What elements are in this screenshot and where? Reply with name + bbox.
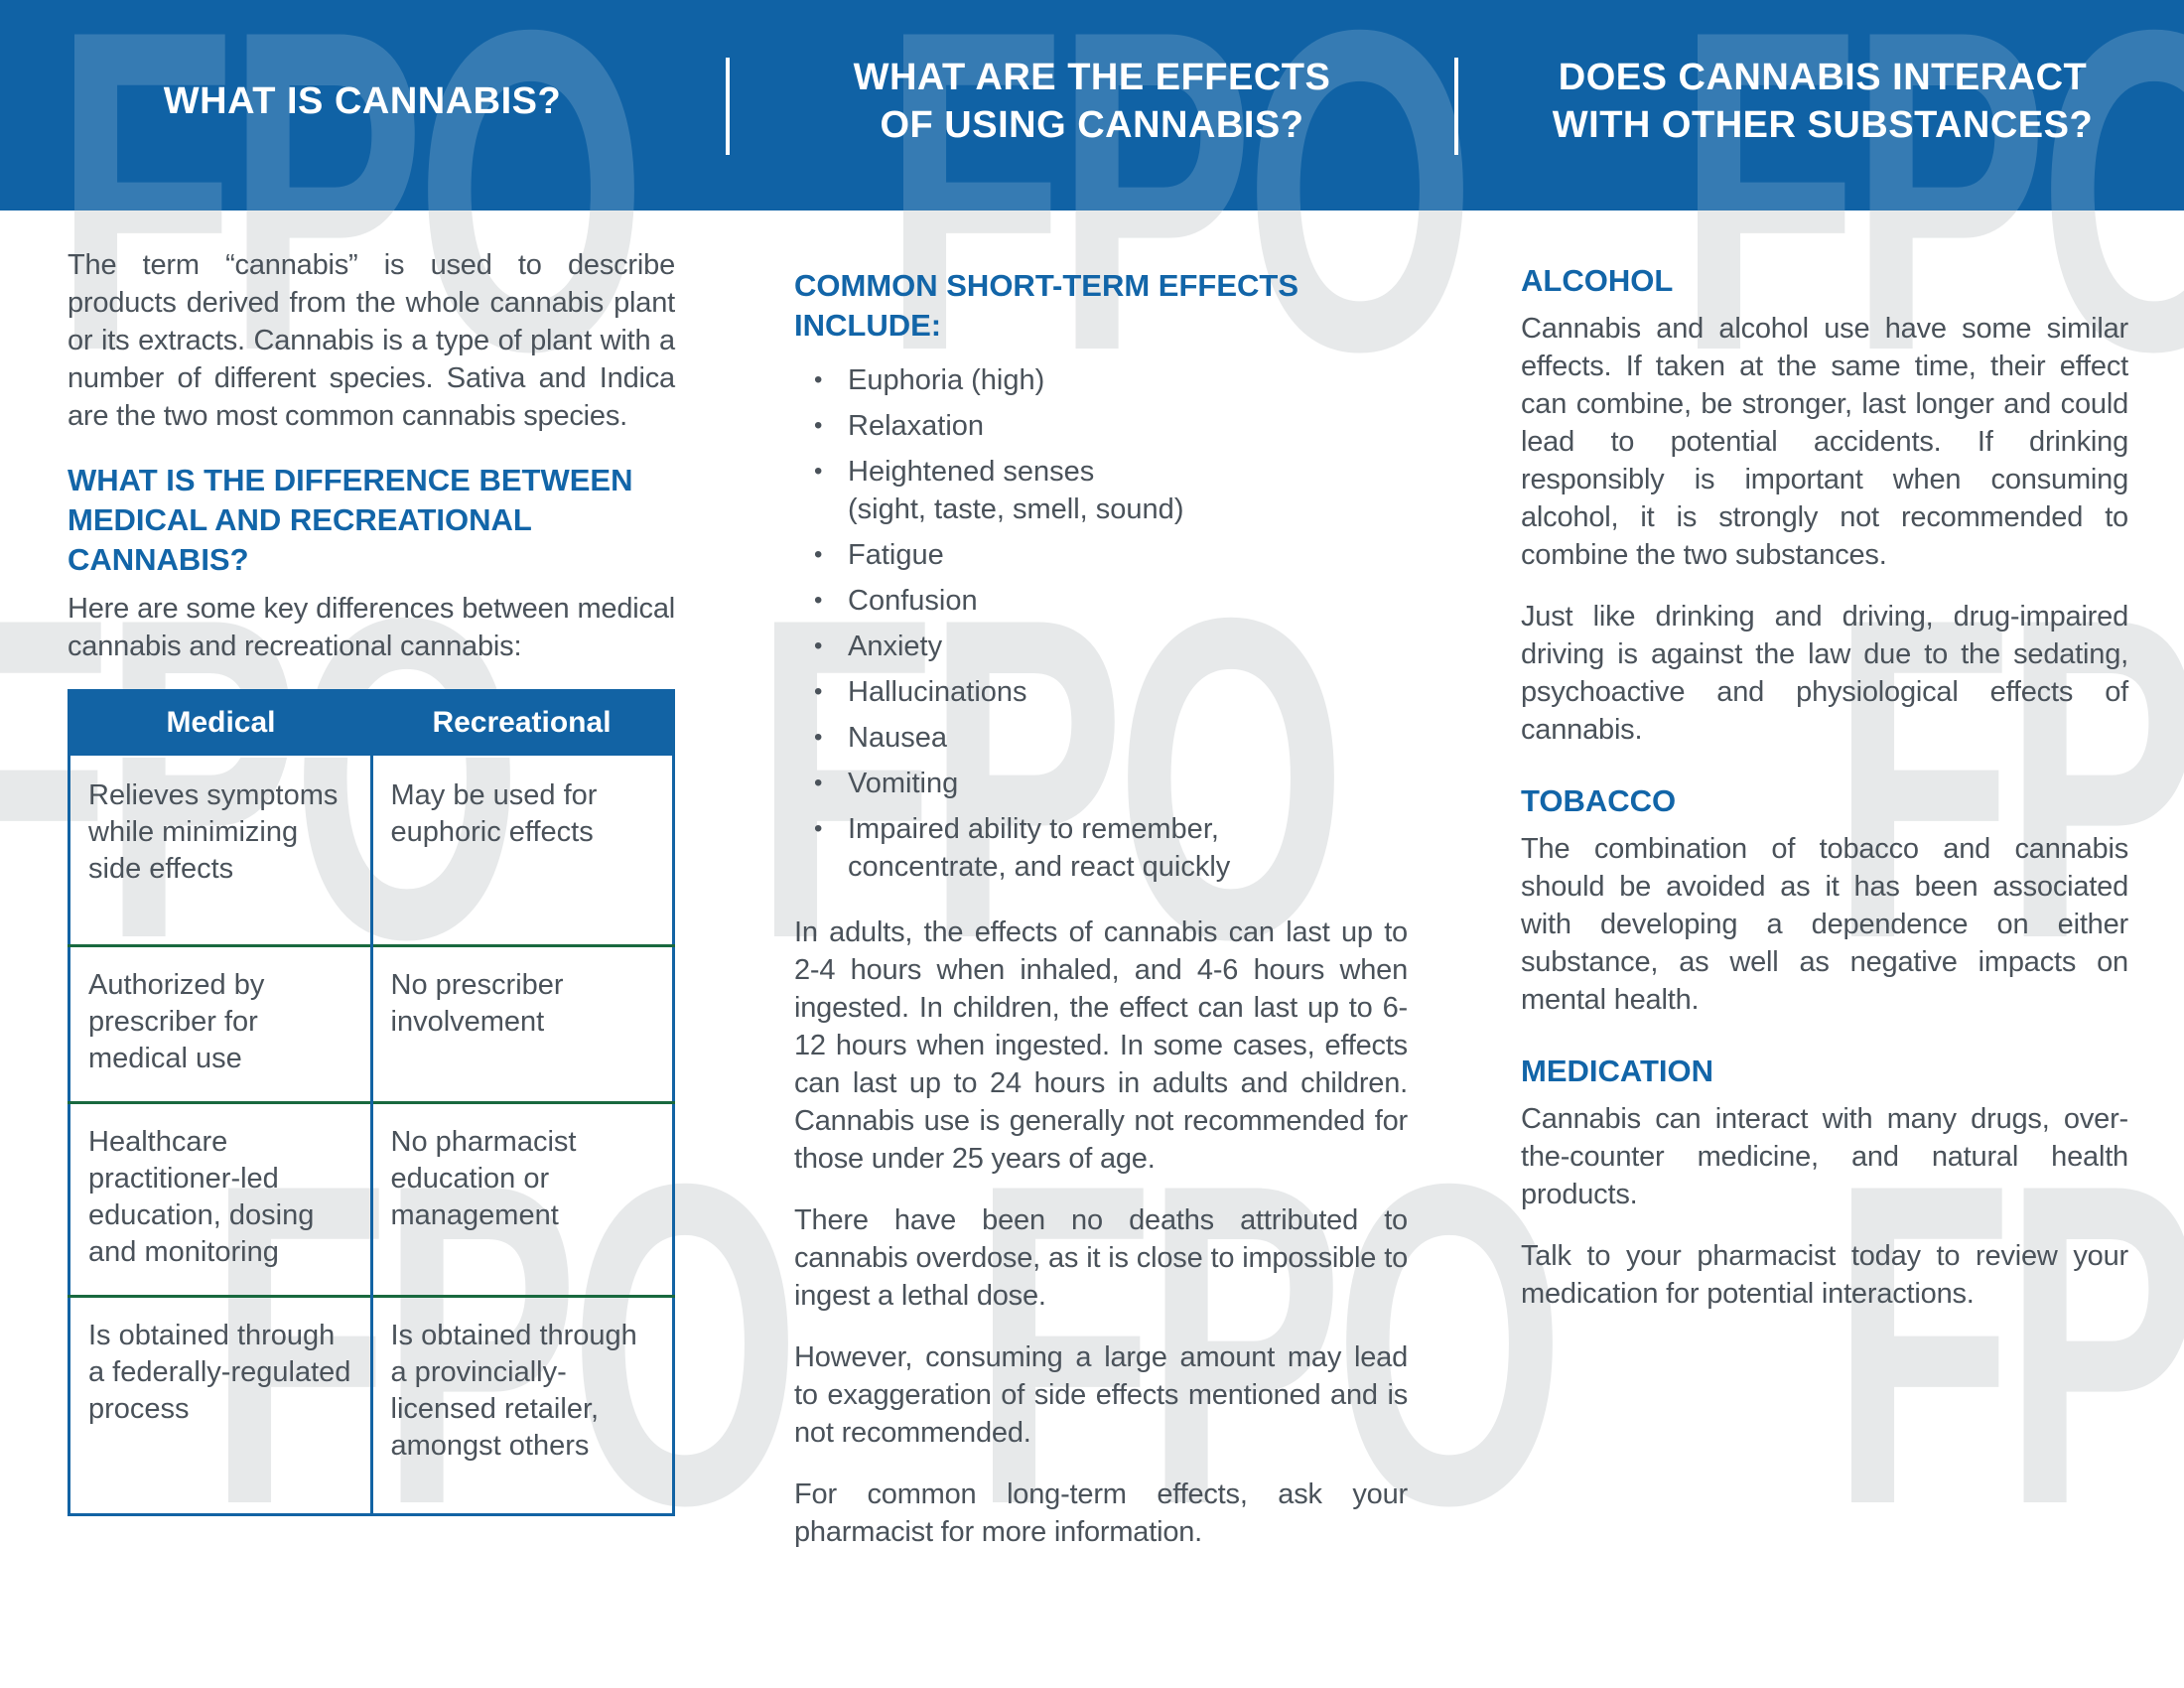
section-paragraph: Cannabis can interact with many drugs, o… [1521,1103,2128,1210]
effect-label: Heightened senses (sight, taste, smell, … [848,456,1184,525]
fpo-watermark: FPO [884,0,1475,211]
table-row: Authorized by prescriber for medical use… [68,943,674,1102]
bullet-icon: • [814,724,823,751]
section-paragraph: Talk to your pharmacist today to review … [1521,1240,2128,1310]
bullet-icon: • [814,412,823,439]
medical-vs-recreational-table: Medical Recreational Relieves symptoms w… [68,689,675,1516]
bullet-icon: • [814,587,823,614]
effect-label: Euphoria (high) [848,364,1045,396]
effect-list-item: • Fatigue [814,536,1408,574]
effect-label: Nausea [848,722,947,754]
panel-title-effects: WHAT ARE THE EFFECTS OF USING CANNABIS? [853,57,1331,146]
effects-paragraph: In adults, the effects of cannabis can l… [794,916,1408,1175]
effect-list-item: • Nausea [814,719,1408,757]
bullet-icon: • [814,633,823,659]
table-row: Relieves symptoms while minimizing side … [69,757,674,945]
table-row: Healthcare practitioner-led education, d… [68,1100,674,1296]
effect-list-item: • Impaired ability to remember, concentra… [814,810,1408,886]
panel-title-what-is-cannabis: WHAT IS CANNABIS? [163,80,562,122]
bullet-icon: • [814,541,823,568]
section-heading: ALCOHOL [1521,263,1674,298]
table-lead-paragraph: Here are some key differences between me… [68,593,675,662]
bullet-icon: • [814,770,823,796]
effect-label: Impaired ability to remember, concentrat… [848,813,1231,883]
bullet-icon: • [814,815,823,842]
effect-list-item: • Hallucinations [814,673,1408,711]
effect-list-item: • Vomiting [814,765,1408,802]
table-cell: No prescriber involvement [369,943,674,1102]
bullet-icon: • [814,458,823,485]
difference-subheading: WHAT IS THE DIFFERENCE BETWEEN MEDICAL A… [68,463,633,577]
bullet-icon: • [814,678,823,705]
band-divider-left [726,58,730,155]
column-what-is-cannabis: The term “cannabis” is used to describe … [68,211,675,1516]
substance-section-alcohol: ALCOHOL Cannabis and alcohol use have som… [1521,262,2128,749]
section-paragraph: Just like drinking and driving, drug-imp… [1521,601,2128,746]
table-cell: Authorized by prescriber for medical use [68,943,371,1102]
table-row: Is obtained through a federally-regulate… [68,1294,674,1514]
table-cell: No pharmacist education or management [369,1100,674,1296]
effect-label: Confusion [848,585,978,617]
substance-section-medication: MEDICATION Cannabis can interact with man… [1521,1053,2128,1313]
table-cell: Relieves symptoms while minimizing side … [88,779,339,885]
table-header-recreational: Recreational [371,690,674,758]
effects-paragraph: For common long-term effects, ask your p… [794,1478,1408,1548]
table-cell: Is obtained through a provincially-licen… [369,1294,674,1514]
effect-label: Anxiety [848,631,943,662]
intro-paragraph: The term “cannabis” is used to describe … [68,249,675,432]
column-interactions: ALCOHOL Cannabis and alcohol use have som… [1521,211,2128,1336]
short-term-effects-subheading: COMMON SHORT-TERM EFFECTS INCLUDE: [794,268,1299,343]
table-header-medical: Medical [68,690,371,758]
band-divider-right [1454,58,1458,155]
effects-paragraph: There have been no deaths attributed to … [794,1204,1408,1312]
effects-paragraph: However, consuming a large amount may le… [794,1341,1408,1449]
table-cell: Healthcare practitioner-led education, d… [68,1100,371,1296]
effect-list-item: • Confusion [814,582,1408,620]
effect-list-item: • Euphoria (high) [814,361,1408,399]
section-heading: TOBACCO [1521,783,1677,818]
short-term-effects-list: • Euphoria (high) • Relaxation • Heightened s… [794,361,1408,886]
table-header-row: Medical Recreational [68,690,674,758]
fpo-watermark: FPO [55,0,646,211]
substance-section-tobacco: TOBACCO The combination of tobacco and ca… [1521,782,2128,1019]
bullet-icon: • [814,366,823,393]
section-paragraph: Cannabis and alcohol use have some simil… [1521,313,2128,571]
header-band: FPO FPO FPO WHAT IS CANNABIS? WHAT ARE THE… [0,0,2184,211]
panel-title-interactions: DOES CANNABIS INTERACT WITH OTHER SUBSTA… [1552,57,2094,146]
fpo-watermark: FPO [1678,0,2184,211]
table-cell: Is obtained through a federally-regulate… [68,1294,371,1514]
effect-label: Vomiting [848,768,959,799]
section-paragraph: The combination of tobacco and cannabis … [1521,833,2128,1016]
effect-list-item: • Anxiety [814,628,1408,665]
effect-list-item: • Heightened senses (sight, taste, smell,… [814,453,1408,528]
effect-list-item: • Relaxation [814,407,1408,445]
effect-label: Relaxation [848,410,985,442]
table-cell: May be used for euphoric effects [369,757,674,945]
effect-label: Fatigue [848,539,944,571]
section-heading: MEDICATION [1521,1054,1714,1088]
effect-label: Hallucinations [848,676,1027,708]
column-effects: COMMON SHORT-TERM EFFECTS INCLUDE: • Euph… [794,211,1408,1575]
